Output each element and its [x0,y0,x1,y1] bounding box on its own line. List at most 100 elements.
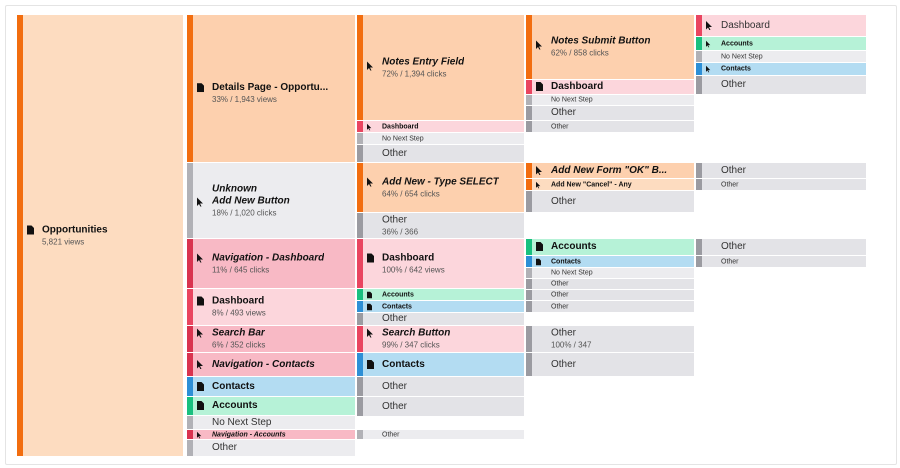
flow-node[interactable]: Dashboard [696,15,866,37]
node-label: Navigation - Contacts [212,358,315,370]
cursor-icon [706,20,713,30]
node-label: Other [382,400,408,412]
flow-node[interactable]: Other [696,163,866,179]
flow-node[interactable]: Other [526,279,694,290]
flow-node[interactable]: Contacts [526,256,694,268]
flow-node[interactable]: Other [187,440,355,457]
flow-node[interactable]: Accounts [187,397,355,416]
flow-node[interactable]: Contacts [357,353,524,377]
document-icon [367,303,372,310]
flow-node[interactable]: Search Bar 6% / 352 clicks [187,326,355,353]
flow-node[interactable]: Other [696,256,866,268]
flow-node[interactable]: Accounts [526,239,694,256]
node-label: Contacts [551,258,581,265]
flow-node[interactable]: Other [357,313,524,326]
flow-node[interactable]: Dashboard [357,121,524,133]
flow-node[interactable]: Contacts [696,63,866,76]
flow-node[interactable]: Dashboard 8% / 493 views [187,289,355,326]
flow-node[interactable]: Contacts [357,301,524,313]
flow-node[interactable]: Accounts [696,37,866,51]
node-label: Other [551,280,569,288]
node-stat: 5,821 views [42,237,85,246]
flow-node[interactable]: Other [357,145,524,163]
flow-node[interactable]: Other [357,430,524,440]
node-label: Dashboard [382,252,435,263]
flow-node[interactable]: Other [357,377,524,397]
node-label: No Next Step [551,269,593,277]
node-label: Other [551,123,569,130]
flow-node[interactable]: Accounts [357,289,524,301]
node-label: Accounts [212,400,258,411]
node-stat: 36% / 366 [382,227,419,236]
flow-node[interactable]: No Next Step [357,133,524,145]
document-icon [197,381,204,391]
node-label: No Next Step [721,53,763,60]
node-label: Unknown [212,183,257,194]
node-label: Navigation - Dashboard [212,252,325,263]
flow-node[interactable]: No Next Step [526,95,694,106]
node-label: Add New "Cancel" - Any [551,181,632,188]
flow-node[interactable]: Contacts [187,377,355,397]
flow-node[interactable]: Dashboard 100% / 642 views [357,239,524,289]
flow-node[interactable]: Search Button 99% / 347 clicks [357,326,524,353]
flow-node[interactable]: No Next Step [696,51,866,63]
node-label: Other [551,291,569,299]
flow-node[interactable]: Navigation - Dashboard 11% / 645 clicks [187,239,355,289]
flow-node[interactable]: Other [696,179,866,191]
flow-node[interactable]: Other [526,353,694,377]
flow-node[interactable]: Add New - Type SELECT 64% / 654 clicks [357,163,524,213]
flow-node[interactable]: Notes Submit Button 62% / 858 clicks [526,15,694,80]
document-icon [536,258,541,265]
node-label: Contacts [721,65,751,73]
node-label: Other [382,214,408,225]
flow-node[interactable]: Other [526,191,694,213]
flow-node[interactable]: Other [696,76,866,95]
flow-node[interactable]: Unknown Add New Button 18% / 1,020 click… [187,163,355,239]
node-stat: 6% / 352 clicks [212,340,266,350]
document-icon [27,225,34,234]
document-icon [197,296,204,306]
node-label: Accounts [382,291,414,298]
flow-node[interactable]: Dashboard [526,80,694,95]
node-stat: 72% / 1,394 clicks [382,69,447,78]
node-label: Other [551,195,577,207]
node-label: Contacts [382,358,425,370]
flow-node[interactable]: Other [357,397,524,417]
node-label: Other [551,358,577,370]
node-label: Search Bar [212,327,265,339]
document-icon [367,253,374,262]
flow-node[interactable]: No Next Step [526,268,694,279]
flow-node[interactable]: No Next Step [187,416,355,430]
flow-node[interactable]: Other 100% / 347 [526,326,694,353]
node-label: Dashboard [551,81,604,92]
node-label: No Next Step [551,96,593,104]
node-label: Search Button [382,327,451,339]
flow-node[interactable]: Opportunities 5,821 views [17,15,183,457]
node-label: Dashboard [382,123,419,130]
flow-node[interactable]: Navigation - Contacts [187,353,355,377]
node-label: Other [382,431,400,438]
cursor-icon [536,165,543,175]
node-label: Accounts [551,241,597,252]
flow-node[interactable]: Add New Form "OK" B... [526,163,694,179]
node-label: Other [551,303,569,310]
cursor-icon [197,197,204,206]
cursor-icon [706,40,711,47]
flow-node[interactable]: Other [526,290,694,301]
node-label-line2: Add New Button [212,195,290,206]
flow-node[interactable]: Add New "Cancel" - Any [526,179,694,191]
document-icon [367,291,372,298]
flow-node[interactable]: Other 36% / 366 [357,213,524,239]
cursor-icon [197,431,202,438]
node-stat: 99% / 347 clicks [382,340,440,350]
flow-node[interactable]: Other [696,239,866,256]
flow-node[interactable]: Notes Entry Field 72% / 1,394 clicks [357,15,524,121]
flow-node[interactable]: Other [526,301,694,313]
node-label: Opportunities [42,224,108,235]
document-icon [197,82,204,92]
flow-node[interactable]: Other [526,121,694,133]
flow-node[interactable]: Other [526,106,694,121]
flow-node[interactable]: Navigation - Accounts [187,430,355,440]
flow-node[interactable]: Details Page - Opportu... 33% / 1,943 vi… [187,15,355,163]
cursor-icon [367,177,374,186]
